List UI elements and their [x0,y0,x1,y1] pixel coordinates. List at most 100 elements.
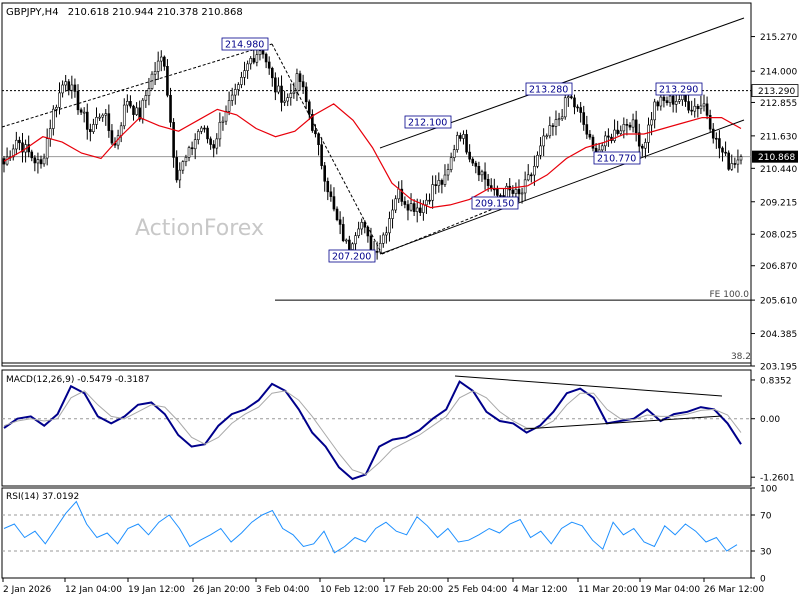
price-label-text: 213.280 [529,85,568,96]
candle-body [184,157,188,163]
candle-body [422,204,425,213]
candle-body [357,228,360,236]
candle-body [378,243,382,253]
candle-body [418,207,422,213]
x-axis-label: 3 Feb 04:00 [256,585,310,595]
candle-body [468,151,471,160]
candle-body [604,135,607,147]
candle-body [665,100,669,104]
candle-body [283,100,286,103]
candle-body [15,139,18,150]
candle-body [317,133,320,146]
candle-body [474,162,478,167]
candle-body [326,180,330,193]
candle-body [437,180,441,186]
candle-body [425,199,428,206]
rsi-axis-label: 70 [760,512,772,522]
candle-body [631,119,635,128]
price-label-box [655,82,703,96]
ohlc-readout: 210.618 210.944 210.378 210.868 [68,7,243,18]
candle-body [212,144,215,149]
moving-average-line [3,103,742,209]
candle-body [412,203,416,212]
candle-body [554,119,558,127]
candle-body [573,97,576,108]
macd-trend-lower [523,415,723,430]
candle-body [443,174,447,185]
candle-body [61,84,64,94]
candle-body [644,142,647,149]
candle-body [415,207,419,212]
candle-body [119,125,123,137]
candle-body [230,94,234,101]
candle-body [107,113,111,131]
candle-body [104,113,108,116]
candle-body [11,148,15,158]
candle-body [286,97,289,102]
x-axis-label: 12 Jan 04:00 [65,585,122,595]
price-panel: GBPJPY,H4 210.618 210.944 210.378 210.86… [1,2,752,367]
candle-body [159,56,163,62]
candle-body [727,152,730,170]
price-axis-label: 212.855 [760,99,797,109]
candle-body [360,222,364,230]
price-label-text: 210.770 [597,154,636,165]
candle-body [144,95,148,101]
candle-body [477,165,481,176]
candle-body [708,115,712,130]
price-axis-label: 215.270 [760,33,797,43]
candle-body [548,125,552,137]
macd-axis-label: 0.00 [760,415,780,425]
candle-body [233,89,237,96]
channel-lower-line [379,119,745,255]
candle-body [274,77,277,93]
candle-body [674,101,678,105]
candle-body [702,103,706,107]
candle-body [348,239,351,250]
price-axis-label: 209.215 [760,198,797,208]
candle-body [132,105,135,115]
candle-body [607,135,610,138]
candle-body [533,165,536,176]
price-label-text: 214.980 [225,40,264,51]
candle-body [579,107,582,113]
candle-body [301,81,305,88]
chart-marks: 215.270 214.000 212.855 211.630 210.440 209.2… [1,17,799,595]
rsi-axis-label: 30 [760,548,772,558]
candle-body [338,219,342,225]
candle-body [650,119,653,126]
symbol-timeframe: GBPJPY,H4 [6,7,59,18]
macd-trend-upper [454,375,723,397]
candle-body [166,66,169,96]
macd-axis-label: 0.8352 [760,376,792,386]
candle-body [92,124,95,132]
candle-body [452,149,456,158]
candle-body [520,192,524,195]
price-axis-label: 211.630 [760,132,797,142]
candle-body [557,118,561,121]
fibo-382-label: 38.2 [731,352,751,362]
candle-body [36,159,40,164]
watermark: ActionForex [135,216,264,241]
candle-body [687,101,690,111]
candle-body [526,174,530,181]
candle-body [323,165,327,182]
candle-body [237,84,240,90]
price-axis-label: 210.440 [760,165,797,175]
candle-body [101,114,104,118]
candle-body [181,161,185,171]
candle-body [403,201,407,205]
candle-body [289,93,293,98]
candle-body [736,159,740,165]
candle-body [85,111,89,130]
candle-body [172,122,175,158]
candle-body [730,163,734,170]
candle-body [363,222,367,228]
price-label-box [221,37,269,51]
candle-body [215,138,219,149]
candle-body [95,116,98,125]
candle-body [391,209,394,219]
macd-plot-area [1,369,752,487]
rsi-plot-area [1,487,752,579]
